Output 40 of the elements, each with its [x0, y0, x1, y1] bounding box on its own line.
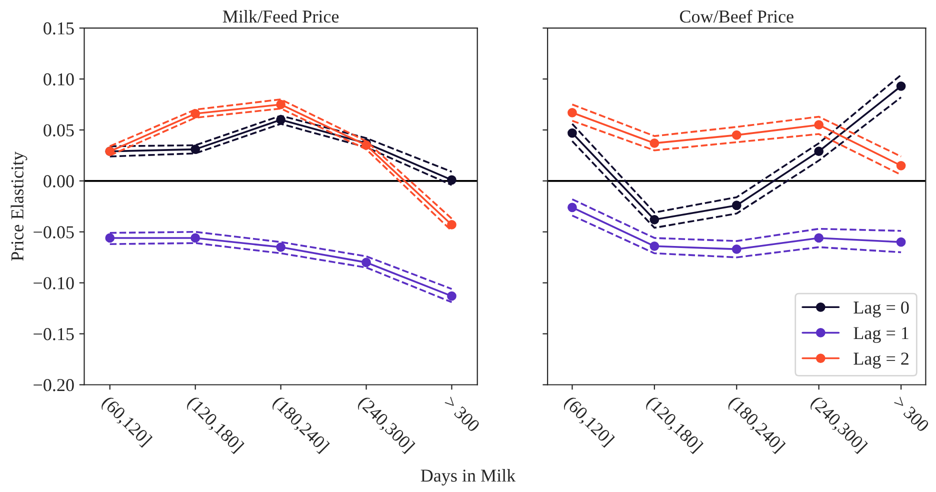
point — [568, 108, 577, 118]
y-tick-label: −0.10 — [34, 277, 74, 290]
point — [650, 138, 660, 148]
chart-title: Cow/Beef Price — [680, 10, 794, 23]
point — [105, 233, 115, 243]
point — [276, 242, 286, 252]
point — [814, 233, 824, 243]
y-tick-label: 0.05 — [44, 124, 74, 136]
legend-label: Lag = 1 — [854, 327, 908, 343]
y-tick-label: −0.05 — [34, 226, 74, 238]
x-axis-title: Days in Milk — [420, 469, 516, 486]
point — [732, 130, 742, 140]
point — [814, 120, 824, 130]
point — [732, 244, 742, 254]
legend-label: Lag = 2 — [854, 352, 908, 368]
point — [447, 291, 456, 301]
point — [896, 81, 906, 91]
y-tick-label: −0.20 — [34, 379, 74, 392]
x-tick-label: > 300 — [443, 395, 480, 433]
point — [732, 200, 742, 210]
point — [568, 128, 577, 138]
point — [896, 160, 906, 170]
point — [568, 202, 577, 212]
legend-label: Lag = 0 — [854, 301, 909, 318]
y-tick-label: 0.00 — [44, 175, 74, 188]
y-tick-label: 0.15 — [44, 22, 74, 35]
point — [190, 233, 200, 243]
point — [447, 220, 456, 230]
x-tick-label: > 300 — [892, 395, 930, 433]
y-axis-title: Price Elasticity — [10, 152, 28, 261]
point — [447, 175, 456, 185]
point — [896, 237, 906, 247]
point — [814, 146, 824, 156]
point — [650, 214, 660, 224]
point — [362, 258, 371, 268]
point — [650, 241, 660, 251]
y-tick-label: −0.15 — [34, 328, 74, 340]
chart-title: Milk/Feed Price — [222, 10, 339, 23]
y-tick-label: 0.10 — [44, 73, 74, 86]
point — [276, 100, 286, 110]
